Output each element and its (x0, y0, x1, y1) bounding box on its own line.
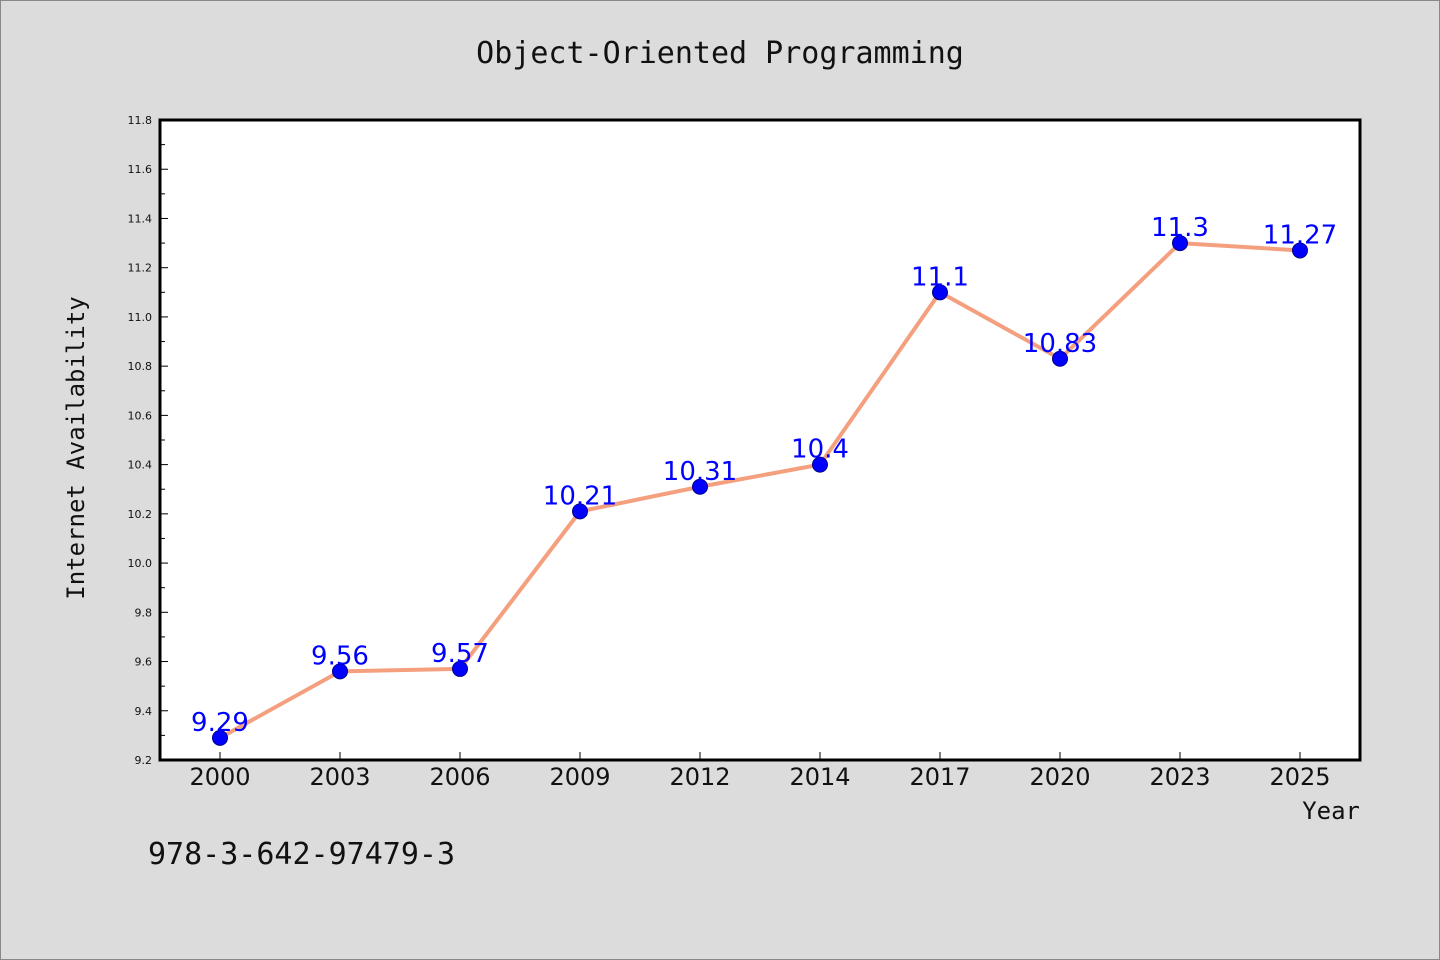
y-tick-label: 9.4 (135, 705, 153, 718)
x-axis-label: Year (1302, 797, 1360, 825)
data-label: 10.4 (791, 435, 849, 465)
data-point (332, 663, 348, 680)
x-tick-label: 2006 (429, 763, 490, 791)
data-point (212, 729, 228, 746)
y-tick-label: 11.8 (128, 114, 153, 127)
y-tick-label: 10.2 (128, 508, 153, 521)
data-point (572, 503, 588, 520)
y-tick-label: 10.4 (128, 459, 153, 472)
data-label: 10.83 (1023, 329, 1097, 359)
data-point (812, 456, 828, 473)
data-label: 9.57 (431, 639, 489, 669)
y-tick-label: 10.6 (128, 409, 153, 422)
x-tick-label: 2023 (1149, 763, 1210, 791)
y-axis: 9.2 9.4 9.6 9.8 10.0 10.2 10.4 10.6 10.8 11.0 11.2… (128, 114, 168, 767)
data-label: 11.3 (1151, 213, 1209, 243)
x-tick-label: 2009 (549, 763, 610, 791)
data-label: 9.56 (311, 641, 369, 671)
data-point (1292, 242, 1308, 259)
data-point (1052, 350, 1068, 367)
data-point (932, 284, 948, 301)
y-tick-label: 9.2 (135, 754, 153, 767)
data-point (1172, 235, 1188, 252)
data-label: 10.21 (543, 481, 617, 511)
y-tick-label: 11.0 (128, 311, 153, 324)
x-tick-label: 2003 (309, 763, 370, 791)
y-tick-label: 10.0 (128, 557, 153, 570)
data-point (692, 478, 708, 495)
x-tick-label: 2020 (1029, 763, 1090, 791)
data-label: 11.1 (911, 262, 969, 292)
data-label: 10.31 (663, 457, 737, 487)
x-axis: 2000 2003 2006 2009 2012 2014 2017 2020 2023 2025 (189, 752, 1331, 791)
x-tick-label: 2012 (669, 763, 730, 791)
y-tick-label: 10.8 (128, 360, 153, 373)
data-label: 11.27 (1263, 220, 1337, 250)
y-tick-label: 11.4 (128, 212, 153, 225)
x-tick-label: 2014 (789, 763, 850, 791)
y-tick-label: 9.6 (135, 656, 153, 669)
x-tick-label: 2025 (1269, 763, 1330, 791)
y-axis-label: Internet Availability (62, 296, 90, 599)
chart-title: Object-Oriented Programming (476, 36, 964, 71)
x-tick-label: 2000 (189, 763, 250, 791)
data-point (452, 660, 468, 677)
series-line (218, 241, 1302, 740)
isbn-text: 978-3-642-97479-3 (148, 837, 455, 872)
plot-area (158, 118, 1362, 762)
x-tick-label: 2017 (909, 763, 970, 791)
data-label: 9.29 (191, 708, 249, 738)
y-tick-label: 9.8 (135, 606, 153, 619)
y-tick-label: 11.2 (128, 262, 153, 275)
series-layer: 9.29 9.56 9.57 10.21 10.31 10.4 11.1 10.83 11.3 1… (191, 213, 1337, 746)
y-tick-label: 11.6 (128, 163, 153, 176)
